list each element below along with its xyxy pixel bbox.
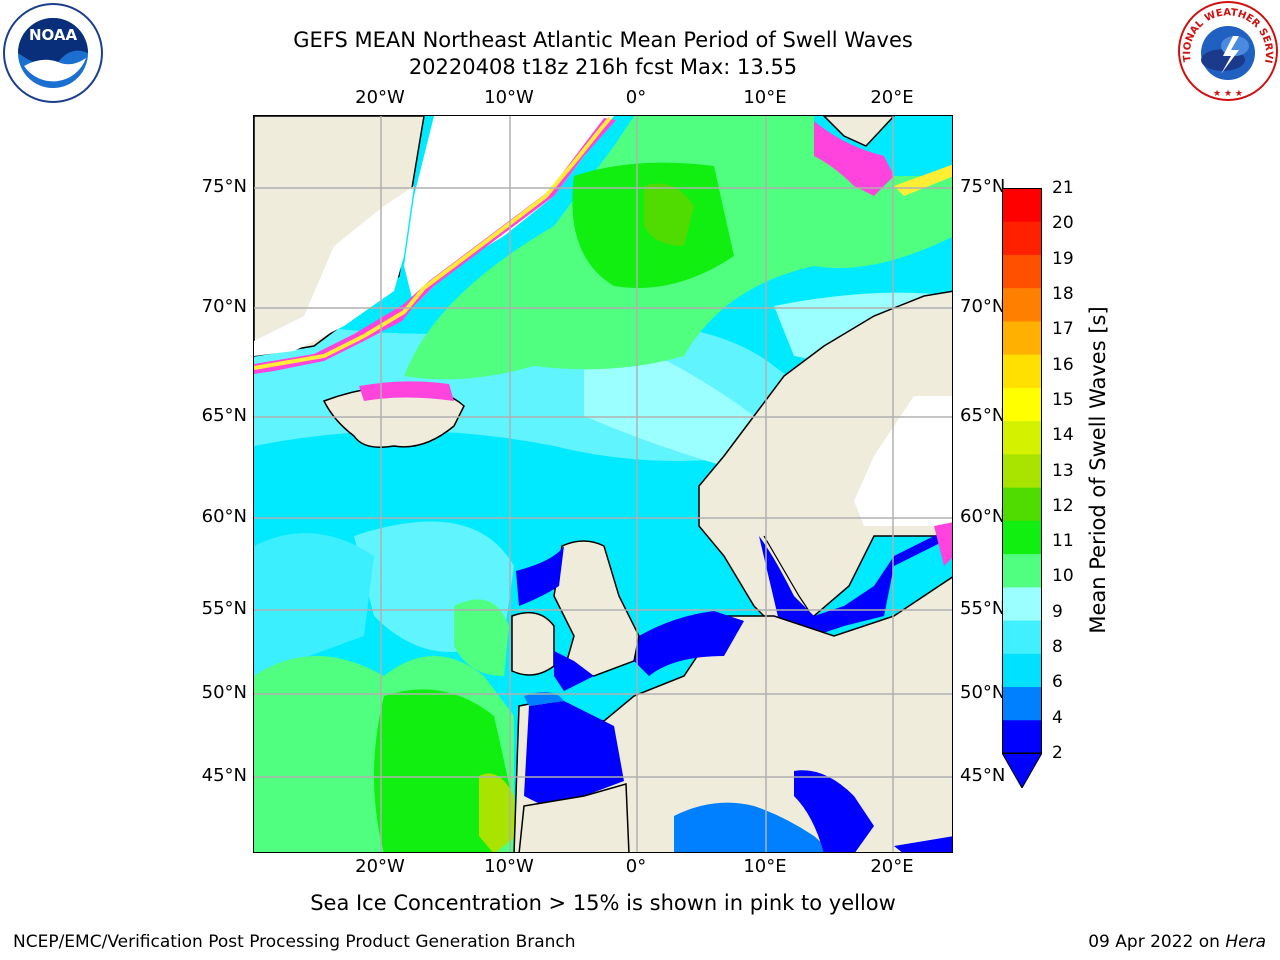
chart-title: GEFS MEAN Northeast Atlantic Mean Period…: [293, 28, 913, 52]
colorbar-segment: [1002, 520, 1042, 555]
colorbar-segment: [1002, 620, 1042, 654]
lat-label-left-70n: 70°N: [201, 296, 247, 317]
lat-label-left-50n: 50°N: [201, 682, 247, 703]
colorbar-tick-label: 2: [1052, 743, 1063, 763]
lon-label-top-20e: 20°E: [870, 87, 914, 108]
lon-label-top-0: 0°: [625, 87, 647, 108]
colorbar-segment: [1002, 719, 1042, 754]
colorbar-tick-label: 14: [1052, 425, 1074, 446]
colorbar-segment: [1002, 188, 1042, 222]
colorbar-tick-label: 15: [1052, 389, 1074, 410]
colorbar-tick-label: 20: [1052, 213, 1074, 234]
colorbar-title: Mean Period of Swell Waves [s]: [1086, 306, 1110, 634]
lon-label-top-10w: 10°W: [484, 87, 534, 108]
colorbar-extend-arrow: [1002, 752, 1042, 788]
colorbar-segment: [1002, 254, 1042, 289]
footer-credit: NCEP/EMC/Verification Post Processing Pr…: [13, 932, 576, 952]
colorbar-segment: [1002, 320, 1042, 355]
colorbar-segment: [1002, 453, 1042, 488]
lon-label-bottom-0: 0°: [625, 856, 647, 877]
svg-text:★ ★ ★: ★ ★ ★: [1213, 89, 1243, 99]
lon-label-top-20w: 20°W: [355, 87, 405, 108]
lat-label-left-55n: 55°N: [201, 598, 247, 619]
colorbar-tick-label: 19: [1052, 248, 1074, 269]
colorbar-segment: [1002, 586, 1042, 621]
colorbar-segment: [1002, 354, 1042, 388]
colorbar-segment: [1002, 221, 1042, 255]
colorbar-tick-label: 16: [1052, 354, 1074, 375]
lat-label-right-75n: 75°N: [960, 176, 1006, 197]
swell-period-map: [253, 115, 953, 853]
nws-logo-icon: NATIONAL WEATHER SERVICE ★ ★ ★: [1177, 0, 1278, 101]
sea-ice-caption: Sea Ice Concentration > 15% is shown in …: [310, 891, 896, 915]
lat-label-left-45n: 45°N: [201, 765, 247, 786]
colorbar-tick-label: 21: [1052, 178, 1074, 198]
colorbar-tick-label: 10: [1052, 566, 1074, 587]
lat-label-right-60n: 60°N: [960, 506, 1006, 527]
colorbar-segment: [1002, 387, 1042, 422]
colorbar-tick-label: 6: [1052, 672, 1063, 693]
colorbar-segment: [1002, 553, 1042, 588]
colorbar-tick-label: 9: [1052, 601, 1063, 622]
colorbar-tick-label: 13: [1052, 460, 1074, 481]
svg-text:NOAA: NOAA: [29, 26, 78, 44]
map-canvas: [254, 116, 952, 852]
lat-label-right-70n: 70°N: [960, 296, 1006, 317]
colorbar-segment: [1002, 287, 1042, 322]
colorbar-tick-label: 8: [1052, 637, 1063, 658]
lat-label-right-55n: 55°N: [960, 598, 1006, 619]
lon-label-bottom-10e: 10°E: [743, 856, 787, 877]
colorbar-tick-label: 4: [1052, 707, 1063, 728]
lon-label-bottom-20e: 20°E: [870, 856, 914, 877]
lat-label-right-45n: 45°N: [960, 765, 1006, 786]
colorbar-segment: [1002, 487, 1042, 521]
colorbar-tick-label: 17: [1052, 319, 1074, 340]
footer-date: 09 Apr 2022 on Hera: [1088, 932, 1266, 952]
chart-subtitle: 20220408 t18z 216h fcst Max: 13.55: [408, 55, 798, 79]
noaa-logo-icon: NOAA: [3, 3, 103, 103]
lat-label-left-60n: 60°N: [201, 506, 247, 527]
lon-label-bottom-20w: 20°W: [355, 856, 405, 877]
lat-label-right-50n: 50°N: [960, 682, 1006, 703]
lat-label-left-65n: 65°N: [201, 405, 247, 426]
colorbar-frame: [1002, 188, 1042, 754]
colorbar-tick-label: 18: [1052, 283, 1074, 304]
lon-label-top-10e: 10°E: [743, 87, 787, 108]
colorbar: [1002, 188, 1042, 788]
footer-date-text: 09 Apr 2022 on: [1088, 932, 1226, 952]
colorbar-segment: [1002, 420, 1042, 455]
lon-label-bottom-10w: 10°W: [484, 856, 534, 877]
colorbar-tick-label: 12: [1052, 495, 1074, 516]
colorbar-segment: [1002, 686, 1042, 721]
footer-host: Hera: [1225, 932, 1266, 952]
lat-label-left-75n: 75°N: [201, 176, 247, 197]
colorbar-tick-label: 11: [1052, 531, 1074, 552]
colorbar-segment: [1002, 653, 1042, 688]
lat-label-right-65n: 65°N: [960, 405, 1006, 426]
